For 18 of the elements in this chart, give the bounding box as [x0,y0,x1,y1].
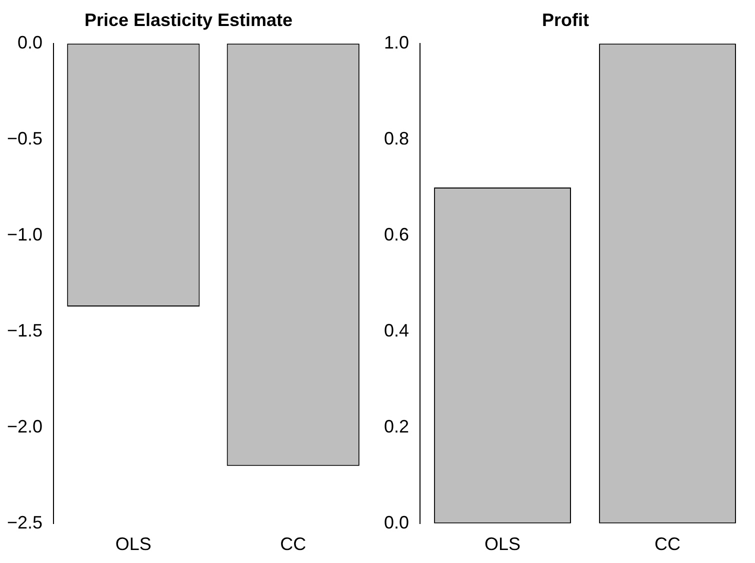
x-tick-label: OLS [484,534,521,554]
x-tick-label: CC [654,534,681,554]
chart-title: Profit [542,10,589,30]
y-tick-label: 0.8 [384,128,410,149]
y-tick-label: 0.0 [18,32,43,53]
y-tick-label: 0.0 [384,512,410,532]
y-tick-label: 1.0 [384,32,410,53]
y-tick-label: −2.5 [6,512,43,532]
x-tick-label: CC [280,534,306,554]
y-tick-label: −1.0 [6,224,43,244]
y-tick-label: −2.0 [6,416,43,436]
y-tick-label: 0.6 [384,224,410,244]
y-tick-label: 0.4 [384,320,410,340]
y-tick-label: 0.2 [384,416,410,436]
y-tick-label: −0.5 [6,128,43,149]
y-tick-label: −1.5 [6,320,43,340]
x-tick-label: OLS [115,534,152,554]
chart-title: Price Elasticity Estimate [84,10,293,30]
